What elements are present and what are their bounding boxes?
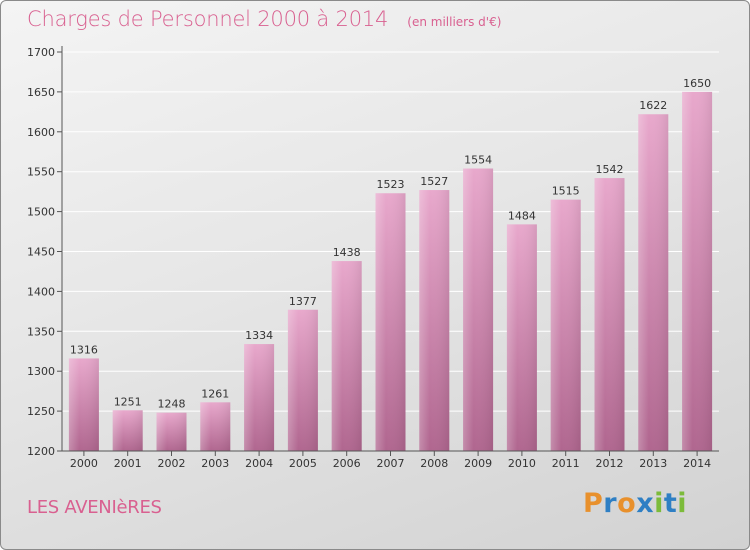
bar-sheen: [682, 91, 713, 452]
data-label: 1438: [333, 246, 361, 259]
axes: 1200 1250 1300 1350 1400 1450 1500 1550 1600 1650…: [27, 46, 719, 470]
x-tick-label: 2005: [289, 457, 317, 470]
x-tick-label: 2007: [377, 457, 405, 470]
bar-sheen: [244, 344, 275, 451]
bar-sheen: [200, 402, 231, 451]
x-tick-label: 2008: [420, 457, 448, 470]
commune-name: LES AVENIèRES: [27, 497, 162, 518]
bar-sheen: [594, 178, 625, 452]
logo-letter: o: [617, 488, 637, 519]
logo-letter: i: [677, 488, 688, 519]
logo-letter: r: [603, 488, 618, 519]
x-tick-label: 2002: [158, 457, 186, 470]
data-label: 1542: [596, 163, 624, 176]
bar-sheen: [156, 412, 187, 451]
chart-title: Charges de Personnel 2000 à 2014: [27, 7, 389, 31]
data-label: 1248: [158, 398, 186, 411]
x-tick-label: 2012: [596, 457, 624, 470]
bar-sheen: [68, 358, 99, 451]
bar-sheen: [287, 309, 318, 451]
y-tick-label: 1500: [27, 206, 55, 219]
y-tick-label: 1200: [27, 445, 55, 458]
y-tick-label: 1250: [27, 405, 55, 418]
y-tick-label: 1400: [27, 285, 55, 298]
y-tick-label: 1600: [27, 126, 55, 139]
bar-sheen: [506, 224, 537, 451]
logo-letter: i: [654, 488, 664, 519]
bar-sheen: [419, 190, 450, 451]
chart-header: Charges de Personnel 2000 à 2014 (en mil…: [27, 7, 501, 31]
data-label: 1515: [552, 185, 580, 198]
logo-letter: x: [636, 488, 655, 519]
bars: 1316 1251 1248 1261 1334 1377 1438 1523 1527 1554…: [68, 77, 713, 452]
x-tick-label: 2014: [683, 457, 711, 470]
x-tick-label: 2013: [639, 457, 667, 470]
chart-subtitle: (en milliers d'€): [407, 15, 502, 29]
x-tick-label: 2009: [464, 457, 492, 470]
logo-letter: t: [663, 488, 678, 519]
y-tick-label: 1450: [27, 246, 55, 259]
data-label: 1527: [420, 175, 448, 188]
bar-sheen: [638, 114, 669, 451]
x-tick-label: 2003: [201, 457, 229, 470]
bar-sheen: [550, 199, 581, 451]
x-tick-label: 2004: [245, 457, 273, 470]
bar-sheen: [112, 410, 143, 451]
data-label: 1554: [464, 154, 492, 167]
logo-letter: P: [583, 488, 604, 519]
y-tick-label: 1350: [27, 325, 55, 338]
data-label: 1316: [70, 343, 98, 356]
bar-sheen: [331, 261, 362, 451]
x-tick-label: 2006: [333, 457, 361, 470]
y-tick-label: 1550: [27, 166, 55, 179]
data-label: 1334: [245, 329, 273, 342]
bar-sheen: [375, 193, 406, 451]
data-label: 1251: [114, 395, 142, 408]
data-label: 1622: [639, 99, 667, 112]
proxiti-logo[interactable]: Proxiti: [583, 488, 687, 519]
data-label: 1484: [508, 209, 536, 222]
data-label: 1650: [683, 77, 711, 90]
x-tick-label: 2000: [70, 457, 98, 470]
y-tick-label: 1650: [27, 86, 55, 99]
data-label: 1523: [377, 178, 405, 191]
y-tick-label: 1700: [27, 46, 55, 59]
data-label: 1261: [201, 387, 229, 400]
x-tick-label: 2011: [552, 457, 580, 470]
y-tick-label: 1300: [27, 365, 55, 378]
x-tick-label: 2001: [114, 457, 142, 470]
data-label: 1377: [289, 295, 317, 308]
x-tick-label: 2010: [508, 457, 536, 470]
bar-sheen: [463, 168, 494, 451]
